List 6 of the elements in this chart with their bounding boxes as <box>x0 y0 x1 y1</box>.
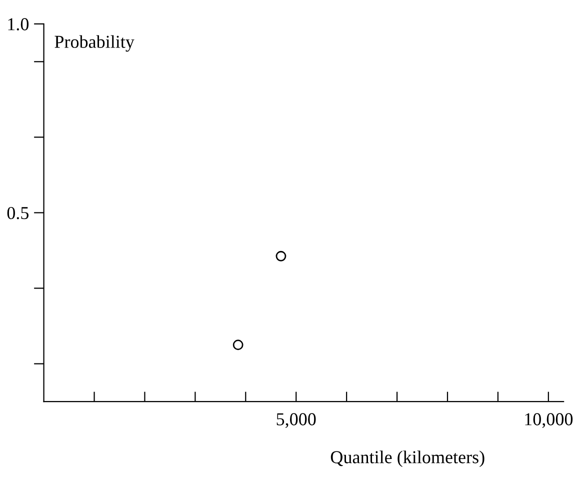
x-tick-label: 10,000 <box>525 413 573 428</box>
x-axis-title: Quantile (kilometers) <box>330 450 484 467</box>
y-axis-title: Probability <box>54 35 134 52</box>
x-tick-label: 5,000 <box>276 413 316 428</box>
y-tick-label: 0.5 <box>7 206 29 220</box>
y-tick-label: 1.0 <box>8 18 29 30</box>
